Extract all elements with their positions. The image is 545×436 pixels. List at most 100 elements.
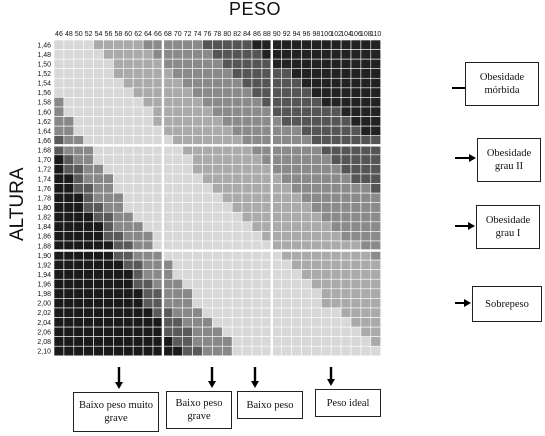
heatmap-cell bbox=[113, 259, 124, 270]
heatmap-cell bbox=[251, 336, 263, 347]
heatmap-cell bbox=[222, 231, 233, 242]
heatmap-cell bbox=[291, 192, 302, 203]
heatmap-cell bbox=[182, 116, 193, 127]
heatmap-cell bbox=[301, 317, 312, 328]
heatmap-cell bbox=[291, 68, 302, 79]
heatmap-cell bbox=[113, 307, 124, 318]
heatmap-cell bbox=[251, 125, 263, 136]
heatmap-cell bbox=[162, 77, 174, 89]
heatmap-cell bbox=[202, 77, 213, 89]
heatmap-cell bbox=[320, 221, 332, 232]
heatmap-cell bbox=[231, 307, 243, 318]
x-tick-label: 48 bbox=[65, 31, 73, 38]
heatmap-cell bbox=[132, 269, 144, 280]
heatmap-cell bbox=[182, 154, 193, 165]
heatmap-cell bbox=[93, 250, 104, 261]
x-tick-label: 74 bbox=[194, 31, 202, 38]
heatmap-cell bbox=[281, 58, 292, 70]
heatmap-cell bbox=[53, 269, 65, 280]
heatmap-cell bbox=[231, 211, 243, 223]
heatmap-cell bbox=[360, 298, 372, 309]
heatmap-cell bbox=[212, 269, 223, 280]
heatmap-cell bbox=[320, 231, 332, 242]
heatmap-cell bbox=[231, 164, 243, 175]
heatmap-cell bbox=[192, 278, 203, 290]
y-tick-label: 1,96 bbox=[37, 282, 51, 289]
heatmap-cell bbox=[311, 58, 322, 70]
heatmap-cell bbox=[53, 192, 65, 203]
heatmap-cell bbox=[350, 307, 362, 318]
heatmap-cell bbox=[93, 278, 104, 290]
heatmap-cell bbox=[241, 298, 253, 309]
heatmap-cell bbox=[152, 288, 164, 299]
heatmap-cell bbox=[172, 116, 184, 127]
x-tick-label: 60 bbox=[124, 31, 132, 38]
heatmap-cell bbox=[83, 336, 94, 347]
heatmap-cell bbox=[192, 87, 203, 98]
heatmap-cell bbox=[83, 154, 94, 165]
heatmap-cell bbox=[113, 125, 124, 136]
heatmap-cell bbox=[261, 202, 273, 213]
heatmap-cell bbox=[231, 39, 243, 50]
heatmap-cell bbox=[231, 298, 243, 309]
heatmap-cell bbox=[311, 259, 322, 270]
heatmap-cell bbox=[103, 231, 114, 242]
y-tick-label: 1,66 bbox=[37, 138, 51, 145]
heatmap-cell bbox=[152, 307, 164, 318]
heatmap-cell bbox=[162, 231, 174, 242]
heatmap-cell bbox=[222, 307, 233, 318]
heatmap-cell bbox=[73, 97, 85, 108]
heatmap-cell bbox=[301, 326, 312, 337]
heatmap-cell bbox=[231, 202, 243, 213]
heatmap-cell bbox=[83, 192, 94, 203]
heatmap-cell bbox=[271, 192, 282, 203]
heatmap-cell bbox=[340, 116, 352, 127]
heatmap-cell bbox=[330, 116, 342, 127]
heatmap-cell bbox=[370, 259, 381, 270]
heatmap-cell bbox=[222, 68, 233, 79]
heatmap-cell bbox=[132, 317, 144, 328]
heatmap-cell bbox=[251, 298, 263, 309]
heatmap-cell bbox=[142, 278, 154, 290]
heatmap-cell bbox=[202, 125, 213, 136]
heatmap-cell bbox=[83, 39, 94, 50]
heatmap-cell bbox=[93, 68, 104, 79]
heatmap-cell bbox=[152, 144, 164, 156]
heatmap-cell bbox=[231, 135, 243, 146]
heatmap-cell bbox=[73, 135, 85, 146]
heatmap-cell bbox=[301, 336, 312, 347]
label-baixo-peso: Baixo peso bbox=[237, 391, 303, 419]
heatmap-cell bbox=[162, 307, 174, 318]
heatmap-cell bbox=[83, 173, 94, 184]
heatmap-cell bbox=[271, 269, 282, 280]
heatmap-cell bbox=[241, 77, 253, 89]
heatmap-cell bbox=[251, 317, 263, 328]
heatmap-cell bbox=[212, 221, 223, 232]
heatmap-cell bbox=[340, 77, 352, 89]
heatmap-cell bbox=[83, 58, 94, 70]
heatmap-cell bbox=[123, 326, 134, 337]
heatmap-cell bbox=[172, 39, 184, 50]
y-tick-label: 1,82 bbox=[37, 215, 51, 222]
heatmap-cell bbox=[241, 221, 253, 232]
heatmap-cell bbox=[202, 317, 213, 328]
heatmap-cell bbox=[370, 317, 381, 328]
heatmap-cell bbox=[301, 77, 312, 89]
heatmap-cell bbox=[251, 259, 263, 270]
heatmap-cell bbox=[83, 164, 94, 175]
heatmap-cell bbox=[320, 202, 332, 213]
heatmap-cell bbox=[281, 77, 292, 89]
heatmap-cell bbox=[311, 97, 322, 108]
heatmap-cell bbox=[370, 240, 381, 251]
heatmap-cell bbox=[271, 211, 282, 223]
heatmap-cell bbox=[251, 211, 263, 223]
heatmap-cell bbox=[281, 97, 292, 108]
heatmap-cell bbox=[172, 231, 184, 242]
heatmap-cell bbox=[103, 183, 114, 194]
heatmap-cell bbox=[320, 250, 332, 261]
heatmap-cell bbox=[212, 250, 223, 261]
heatmap-cell bbox=[261, 164, 273, 175]
heatmap-cell bbox=[132, 326, 144, 337]
heatmap-cell bbox=[311, 87, 322, 98]
heatmap-cell bbox=[162, 106, 174, 117]
